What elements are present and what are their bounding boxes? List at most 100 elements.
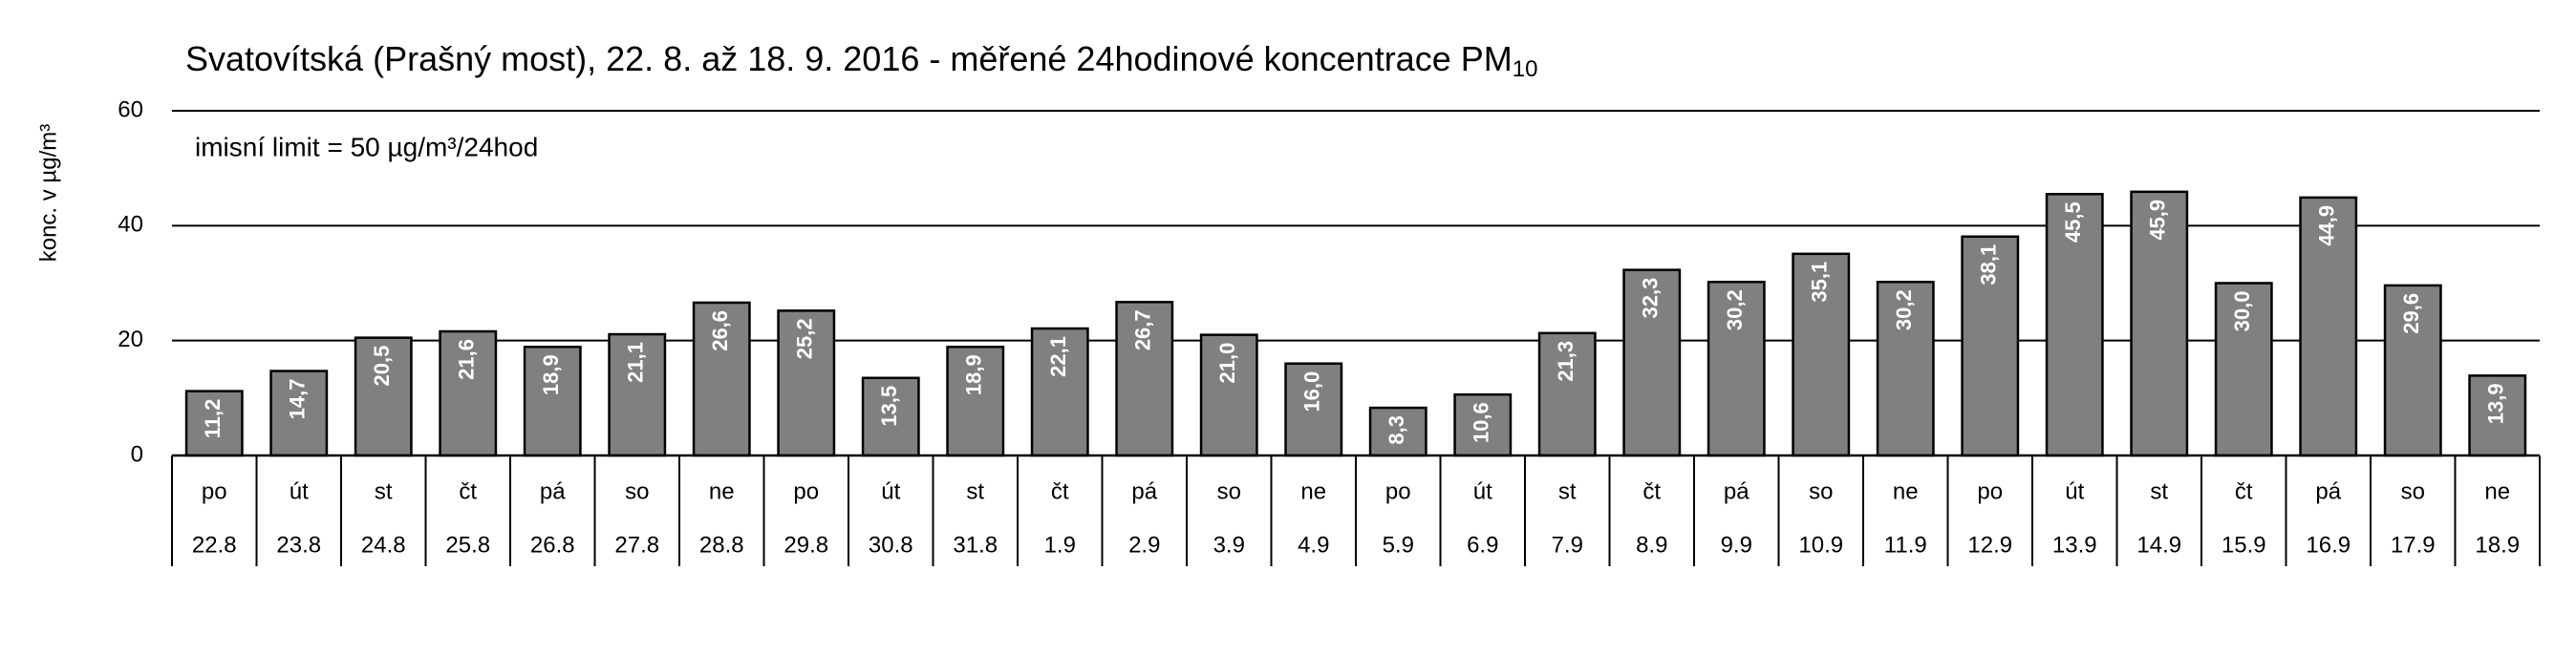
value-label: 22,1 [1046, 336, 1070, 377]
value-label: 16,0 [1300, 371, 1324, 413]
bar [2299, 196, 2358, 457]
date-label: 14.9 [2136, 532, 2181, 558]
bar [1368, 406, 1428, 457]
value-label: 13,5 [877, 386, 901, 427]
annotation: imisní limit = 50 µg/m³/24hod [195, 132, 538, 161]
date-label: 1.9 [1044, 532, 1076, 558]
value-label: 30,2 [1723, 289, 1747, 330]
x-tick-label: pá [1131, 478, 1157, 504]
x-tick-label: út [2065, 478, 2084, 504]
date-label: 22.8 [192, 532, 237, 558]
bar [861, 376, 920, 457]
x-tick-label: pá [1724, 478, 1750, 504]
x-tick-label: ne [709, 478, 735, 504]
date-label: 7.9 [1552, 532, 1583, 558]
y-axis-label: konc. v µg/m³ [35, 124, 61, 263]
bar [1876, 281, 1935, 457]
value-label: 13,9 [2484, 383, 2508, 424]
bar [1537, 331, 1597, 457]
value-label: 38,1 [1977, 244, 2001, 286]
date-label: 8.9 [1636, 532, 1667, 558]
x-tick-label: po [793, 478, 819, 504]
chart-title: Svatovítská (Prašný most), 22. 8. až 18.… [185, 39, 1537, 83]
date-label: 2.9 [1128, 532, 1160, 558]
x-tick-label: čt [459, 478, 477, 504]
date-label: 27.8 [614, 532, 659, 558]
date-label: 11.9 [1884, 532, 1927, 558]
bar [269, 370, 329, 457]
value-label: 44,9 [2315, 205, 2339, 246]
value-label: 26,6 [708, 310, 732, 351]
value-label: 25,2 [793, 318, 817, 359]
bar [1115, 301, 1174, 457]
date-label: 24.8 [361, 532, 406, 558]
value-label: 29,6 [2399, 293, 2423, 334]
date-label: 12.9 [1967, 532, 2012, 558]
value-label: 45,9 [2146, 200, 2170, 241]
date-label: 25.8 [445, 532, 490, 558]
title-subscript: 10 [1513, 56, 1538, 82]
x-tick-label: út [1473, 478, 1492, 504]
bar [523, 346, 582, 457]
x-tick-label: čt [1642, 478, 1661, 504]
x-tick-label: so [625, 478, 649, 504]
title-main: Svatovítská (Prašný most), 22. 8. až 18.… [185, 39, 1513, 78]
date-label: 5.9 [1383, 532, 1414, 558]
bar [2045, 192, 2104, 457]
x-tick-label: ne [1300, 478, 1326, 504]
x-tick-label: st [966, 478, 984, 504]
x-tick-label: so [2401, 478, 2425, 504]
value-label: 30,2 [1892, 289, 1916, 330]
value-label: 8,3 [1385, 415, 1408, 445]
date-label: 29.8 [784, 532, 828, 558]
bar [2468, 374, 2527, 457]
bar [184, 390, 244, 457]
x-tick-label: po [202, 478, 227, 504]
x-tick-label: st [375, 478, 393, 504]
x-tick-label: út [881, 478, 900, 504]
y-tick-label: 0 [131, 441, 143, 467]
date-label: 4.9 [1298, 532, 1329, 558]
x-tick-label: ne [1893, 478, 1919, 504]
y-tick-label: 20 [118, 327, 143, 352]
date-label: 15.9 [2222, 532, 2266, 558]
value-label: 35,1 [1808, 262, 1832, 303]
x-tick-label: čt [2235, 478, 2253, 504]
value-label: 10,6 [1470, 402, 1493, 443]
value-label: 30,0 [2230, 291, 2254, 332]
x-tick-label: so [1217, 478, 1241, 504]
value-label: 21,0 [1215, 343, 1239, 384]
date-label: 28.8 [699, 532, 744, 558]
x-tick-label: so [1809, 478, 1833, 504]
value-label: 26,7 [1131, 309, 1155, 350]
value-label: 18,9 [962, 354, 986, 395]
x-tick-label: čt [1051, 478, 1069, 504]
bar [439, 329, 498, 457]
value-label: 20,5 [370, 346, 394, 387]
date-label: 9.9 [1721, 532, 1752, 558]
date-label: 31.8 [953, 532, 998, 558]
date-label: 18.9 [2475, 532, 2520, 558]
y-tick-label: 40 [118, 212, 143, 238]
bar [1284, 362, 1343, 457]
x-tick-label: po [1977, 478, 2003, 504]
bar [2383, 284, 2442, 457]
x-tick-label: pá [540, 478, 566, 504]
x-tick-label: st [1558, 478, 1577, 504]
value-label: 21,6 [455, 339, 479, 380]
bar [1030, 327, 1089, 457]
value-label: 11,2 [201, 399, 225, 439]
value-label: 32,3 [1639, 278, 1663, 319]
date-label: 26.8 [530, 532, 575, 558]
date-label: 6.9 [1467, 532, 1498, 558]
date-label: 30.8 [869, 532, 913, 558]
x-tick-label: út [290, 478, 309, 504]
value-label: 18,9 [539, 354, 563, 395]
x-tick-label: pá [2315, 478, 2341, 504]
bar [1707, 281, 1766, 457]
date-label: 10.9 [1798, 532, 1843, 558]
date-label: 17.9 [2391, 532, 2436, 558]
x-tick-label: st [2150, 478, 2168, 504]
